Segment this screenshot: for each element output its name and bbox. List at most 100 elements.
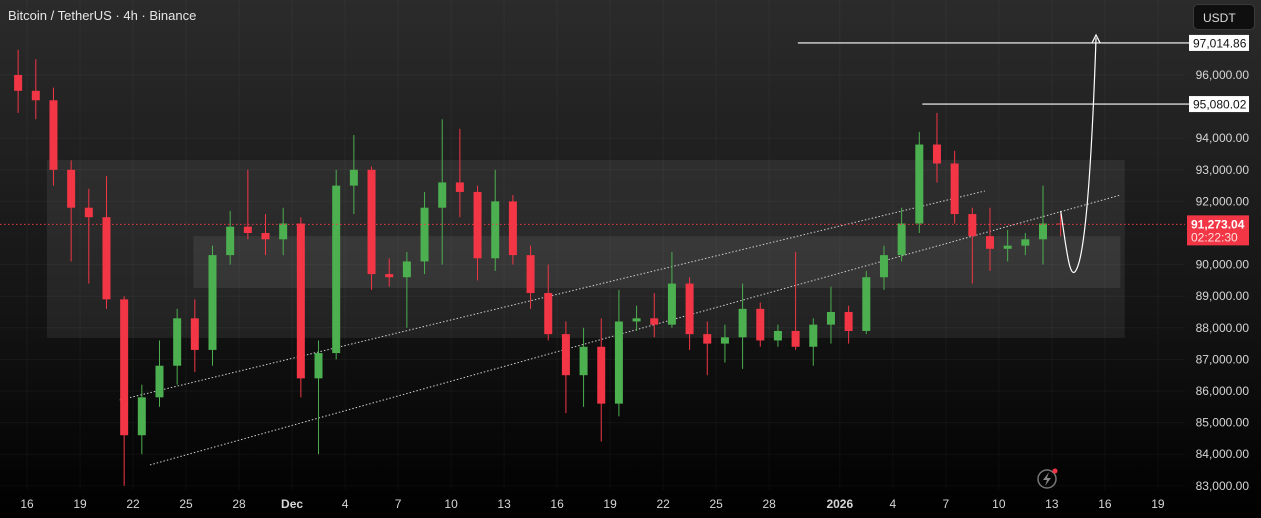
- y-tick-label: 93,000.00: [1196, 163, 1250, 177]
- lightning-glyph: [1043, 472, 1051, 486]
- candle-up: [915, 144, 924, 224]
- candle-up: [720, 337, 729, 344]
- y-tick-label: 84,000.00: [1196, 447, 1250, 461]
- candle-down: [968, 214, 977, 237]
- candle-up: [879, 255, 888, 278]
- candle-up: [773, 330, 782, 341]
- y-tick-label: 96,000.00: [1196, 68, 1250, 82]
- candle-down: [650, 318, 659, 325]
- candle-up: [279, 223, 288, 240]
- price-level-label: 97,014.86: [1193, 36, 1247, 50]
- symbol-title: Bitcoin / TetherUS · 4h · Binance: [8, 8, 197, 23]
- x-tick-label: Dec: [281, 497, 303, 511]
- x-tick-label: 2026: [826, 497, 853, 511]
- x-tick-label: 10: [992, 497, 1006, 511]
- candle-up: [349, 169, 358, 186]
- candle-down: [102, 217, 111, 300]
- y-tick-label: 94,000.00: [1196, 131, 1250, 145]
- candle-down: [508, 201, 517, 256]
- x-tick-label: 16: [1098, 497, 1112, 511]
- current-price-badge: [1187, 215, 1249, 246]
- candle-down: [190, 318, 199, 350]
- candle-down: [31, 90, 40, 101]
- x-tick-label: 22: [126, 497, 140, 511]
- candle-up: [155, 365, 164, 398]
- arrow-head-icon: [1091, 33, 1101, 44]
- y-tick-label: 90,000.00: [1196, 258, 1250, 272]
- candle-down: [14, 75, 23, 91]
- candle-down: [84, 207, 93, 218]
- x-tick-label: 16: [550, 497, 564, 511]
- x-tick-label: 13: [1045, 497, 1059, 511]
- current-price-label: 91,273.04: [1191, 217, 1245, 231]
- candle-down: [526, 255, 535, 294]
- candle-down: [261, 233, 270, 240]
- candle-up: [402, 261, 411, 278]
- projection-path[interactable]: [1060, 37, 1097, 273]
- candle-down: [243, 226, 252, 233]
- candle-up: [826, 312, 835, 325]
- x-tick-label: 28: [762, 497, 776, 511]
- x-tick-label: 4: [342, 497, 349, 511]
- x-tick-label: 7: [395, 497, 402, 511]
- candle-up: [862, 277, 871, 331]
- x-tick-label: 19: [603, 497, 617, 511]
- x-tick-label: 28: [232, 497, 246, 511]
- lightning-icon[interactable]: [1037, 469, 1057, 489]
- currency-button[interactable]: USDT: [1193, 4, 1255, 30]
- x-tick-label: 10: [444, 497, 458, 511]
- x-tick-label: 4: [889, 497, 896, 511]
- x-tick-label: 7: [942, 497, 949, 511]
- candle-up: [226, 226, 235, 256]
- y-tick-label: 83,000.00: [1196, 479, 1250, 493]
- x-tick-label: 25: [709, 497, 723, 511]
- candle-up: [332, 185, 341, 354]
- x-tick-label: 19: [1151, 497, 1165, 511]
- candle-up: [614, 321, 623, 404]
- candle-up: [1003, 245, 1012, 249]
- candle-up: [809, 324, 818, 347]
- candle-down: [985, 236, 994, 249]
- candle-down: [455, 182, 464, 192]
- x-tick-label: 19: [73, 497, 87, 511]
- candle-up: [579, 346, 588, 376]
- trendline[interactable]: [119, 190, 985, 401]
- candle-up: [897, 223, 906, 256]
- x-tick-label: 25: [179, 497, 193, 511]
- price-level-label-bg: [1189, 34, 1249, 51]
- candle-down: [367, 169, 376, 275]
- candle-down: [703, 334, 712, 344]
- candle-down: [561, 334, 570, 376]
- candle-up: [173, 318, 182, 366]
- candle-up: [667, 283, 676, 325]
- candle-up: [420, 207, 429, 262]
- candle-down: [473, 191, 482, 259]
- candle-up: [1021, 239, 1030, 246]
- candle-up: [632, 318, 641, 322]
- y-tick-label: 89,000.00: [1196, 289, 1250, 303]
- candle-down: [791, 330, 800, 347]
- range-zone[interactable]: [193, 236, 1121, 288]
- bar-countdown: 02:22:30: [1191, 230, 1238, 244]
- candle-down: [385, 274, 394, 278]
- y-tick-label: 86,000.00: [1196, 384, 1250, 398]
- candle-down: [756, 308, 765, 341]
- candle-down: [932, 144, 941, 164]
- candle-up: [438, 182, 447, 208]
- candle-down: [844, 312, 853, 331]
- candle-up: [491, 201, 500, 259]
- candle-down: [296, 223, 305, 379]
- candle-up: [137, 397, 146, 436]
- candle-up: [208, 255, 217, 350]
- y-tick-label: 88,000.00: [1196, 321, 1250, 335]
- candle-down: [597, 346, 606, 404]
- candle-up: [1038, 223, 1047, 240]
- price-level-label: 95,080.02: [1193, 98, 1247, 112]
- y-tick-label: 92,000.00: [1196, 194, 1250, 208]
- candle-up: [738, 308, 747, 338]
- y-tick-label: 87,000.00: [1196, 352, 1250, 366]
- candle-down: [120, 299, 129, 436]
- price-level-label-bg: [1189, 96, 1249, 113]
